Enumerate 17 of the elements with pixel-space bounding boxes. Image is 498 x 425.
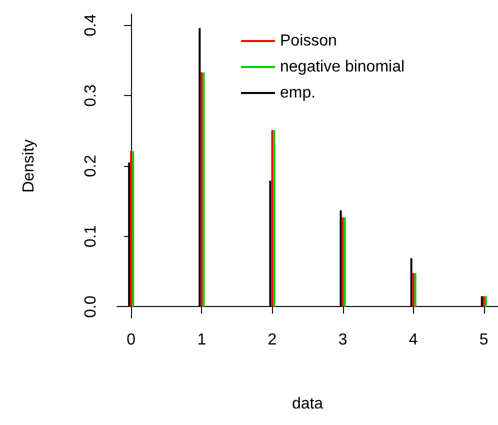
legend-label: Poisson [280, 32, 337, 50]
x-tick-label: 0 [126, 332, 136, 348]
x-tick-label: 4 [408, 332, 418, 348]
y-tick-label: 0.3 [82, 84, 100, 107]
y-axis-title: Density [20, 139, 38, 193]
y-tick-label: 0.1 [82, 225, 100, 248]
y-tick-label: 0.0 [82, 296, 100, 318]
legend-label: emp. [280, 84, 316, 102]
x-tick-label: 1 [197, 332, 206, 348]
y-tick-label: 0.4 [82, 14, 100, 36]
x-axis-title: data [292, 396, 324, 412]
x-tick-label: 5 [479, 332, 488, 348]
y-tick-label: 0.2 [82, 154, 100, 178]
x-tick-label: 3 [338, 332, 348, 348]
legend-label: negative binomial [280, 58, 405, 76]
x-tick-label: 2 [268, 332, 277, 348]
bar [128, 162, 130, 307]
